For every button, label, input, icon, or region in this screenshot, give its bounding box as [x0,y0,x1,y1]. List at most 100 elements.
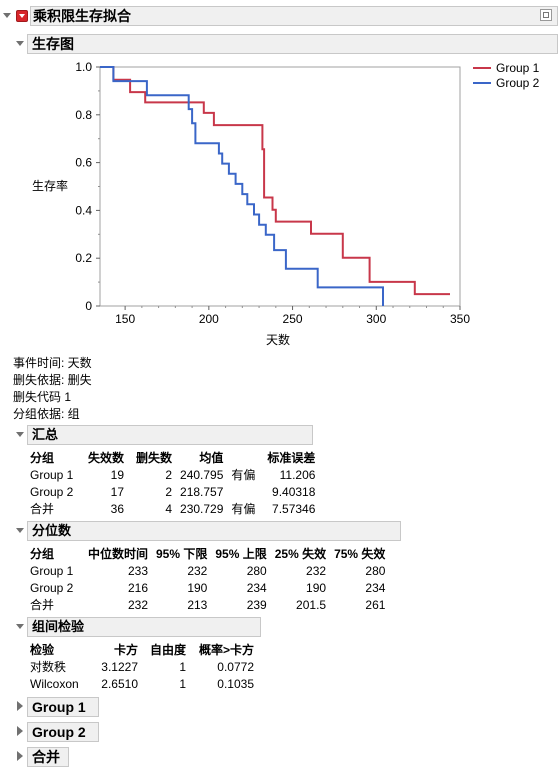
group2-outline[interactable]: Group 2 [27,722,99,742]
x-tick-label: 150 [115,312,135,326]
table-row: Group 1 233 232 280 232 280 [26,562,389,579]
table-row: Wilcoxon 2.6510 1 0.1035 [26,675,258,692]
report-title-text: 乘积限生存拟合 [33,8,131,24]
plot-disclosure-icon[interactable] [16,41,24,46]
table-row: Group 1 19 2 240.795 有偏 11.206 [26,466,319,483]
cell: 240.795 [180,467,224,482]
cell: 201.5 [296,597,327,612]
table-header-row: 检验 卡方 自由度 概率>卡方 [26,641,258,658]
combined-expand-icon[interactable] [17,751,23,761]
report-disclosure-icon[interactable] [3,13,11,18]
cell: 234 [246,580,267,595]
tests-disclosure-icon[interactable] [16,624,24,629]
col-header: 中位数时间 [87,547,148,561]
report-close-icon[interactable] [540,9,552,21]
group1-outline[interactable]: Group 1 [27,697,99,717]
cell: 3.1227 [101,659,138,674]
cell: 218.757 [180,484,224,499]
cell: Group 2 [30,580,74,595]
table-row: Group 2 216 190 234 190 234 [26,579,389,596]
cell: 190 [187,580,208,595]
table-row: 对数秩 3.1227 1 0.0772 [26,658,258,675]
cell: 有偏 [231,502,256,516]
combined-outline-label: 合并 [32,749,60,765]
x-tick-label: 300 [366,312,386,326]
summary-disclosure-icon[interactable] [16,432,24,437]
combined-outline[interactable]: 合并 [27,747,69,767]
tests-title: 组间检验 [32,619,85,634]
cell: 36 [110,501,125,516]
cell: 216 [127,580,148,595]
table-row: Group 2 17 2 218.757 9.40318 [26,483,319,500]
col-header: 检验 [30,643,55,657]
col-header: 标准误差 [267,451,316,465]
legend-label-2: Group 2 [496,76,540,90]
quantiles-disclosure-icon[interactable] [16,528,24,533]
cell: 9.40318 [272,484,316,499]
cell: 2.6510 [101,676,138,691]
survival-chart: 生存率 天数 150 200 250 300 350 0 0.2 0.4 0.6 0.8 1.0 G… [32,60,540,347]
cell: 2 [165,484,173,499]
cell: 261 [365,597,386,612]
y-tick-label: 0.2 [75,251,92,265]
x-axis-label: 天数 [266,332,290,347]
cell: 4 [165,501,173,516]
report-red-triangle-menu[interactable] [16,10,28,22]
cell: 17 [110,484,125,499]
col-header: 卡方 [113,643,138,657]
info-censor-code: 删失代码 1 [13,390,72,404]
cell: 19 [110,467,125,482]
legend-label-1: Group 1 [496,61,540,75]
cell: Group 1 [30,467,74,482]
col-header: 失效数 [88,451,125,465]
cell: 对数秩 [30,660,67,674]
y-tick-label: 0.6 [75,156,92,170]
cell: 213 [187,597,208,612]
y-axis-label: 生存率 [32,178,68,193]
col-header [227,449,259,466]
cell: Group 2 [30,484,74,499]
cell: 280 [246,563,267,578]
table-row: 合并 36 4 230.729 有偏 7.57346 [26,500,319,517]
y-tick-label: 1.0 [75,60,92,74]
x-tick-label: 350 [450,312,470,326]
cell: 合并 [30,598,55,612]
x-tick-label: 200 [199,312,219,326]
cell: 232 [127,597,148,612]
table-header-row: 分组 中位数时间 95% 下限 95% 上限 25% 失效 75% 失效 [26,545,389,562]
x-tick-label: 250 [283,312,303,326]
cell: 0.0772 [217,659,254,674]
cell: 230.729 [180,501,224,516]
cell: 234 [365,580,386,595]
summary-table: 分组 失效数 删失数 均值 标准误差 Group 1 19 2 240.795 … [26,449,319,517]
col-header: 95% 下限 [156,547,208,561]
cell: 239 [246,597,267,612]
col-header: 均值 [199,451,224,465]
col-header: 概率>卡方 [198,643,254,657]
survival-curve-1 [100,66,450,296]
cell: 232 [187,563,208,578]
table-row: 合并 232 213 239 201.5 261 [26,596,389,613]
cell: 0.1035 [217,676,254,691]
cell: 有偏 [231,468,256,482]
group1-expand-icon[interactable] [17,701,23,711]
cell: 190 [306,580,327,595]
col-header: 25% 失效 [274,547,327,561]
y-tick-label: 0.8 [75,108,92,122]
quantiles-table: 分组 中位数时间 95% 下限 95% 上限 25% 失效 75% 失效 Gro… [26,545,389,613]
cell [227,483,259,500]
plot-frame [99,66,461,307]
table-header-row: 分组 失效数 删失数 均值 标准误差 [26,449,319,466]
cell: 合并 [30,502,55,516]
summary-title: 汇总 [32,427,59,442]
y-tick-label: 0 [85,299,92,313]
plot-section-title: 生存图 [32,36,74,52]
group2-outline-label: Group 2 [32,724,86,740]
info-event-time: 事件时间: 天数 [13,356,92,370]
quantiles-title: 分位数 [32,523,72,538]
info-censor-by: 删失依据: 删失 [13,373,92,387]
y-tick-label: 0.4 [75,203,92,217]
survival-curve-2 [100,66,384,306]
tests-table: 检验 卡方 自由度 概率>卡方 对数秩 3.1227 1 0.0772 Wilc… [26,641,258,692]
group2-expand-icon[interactable] [17,726,23,736]
